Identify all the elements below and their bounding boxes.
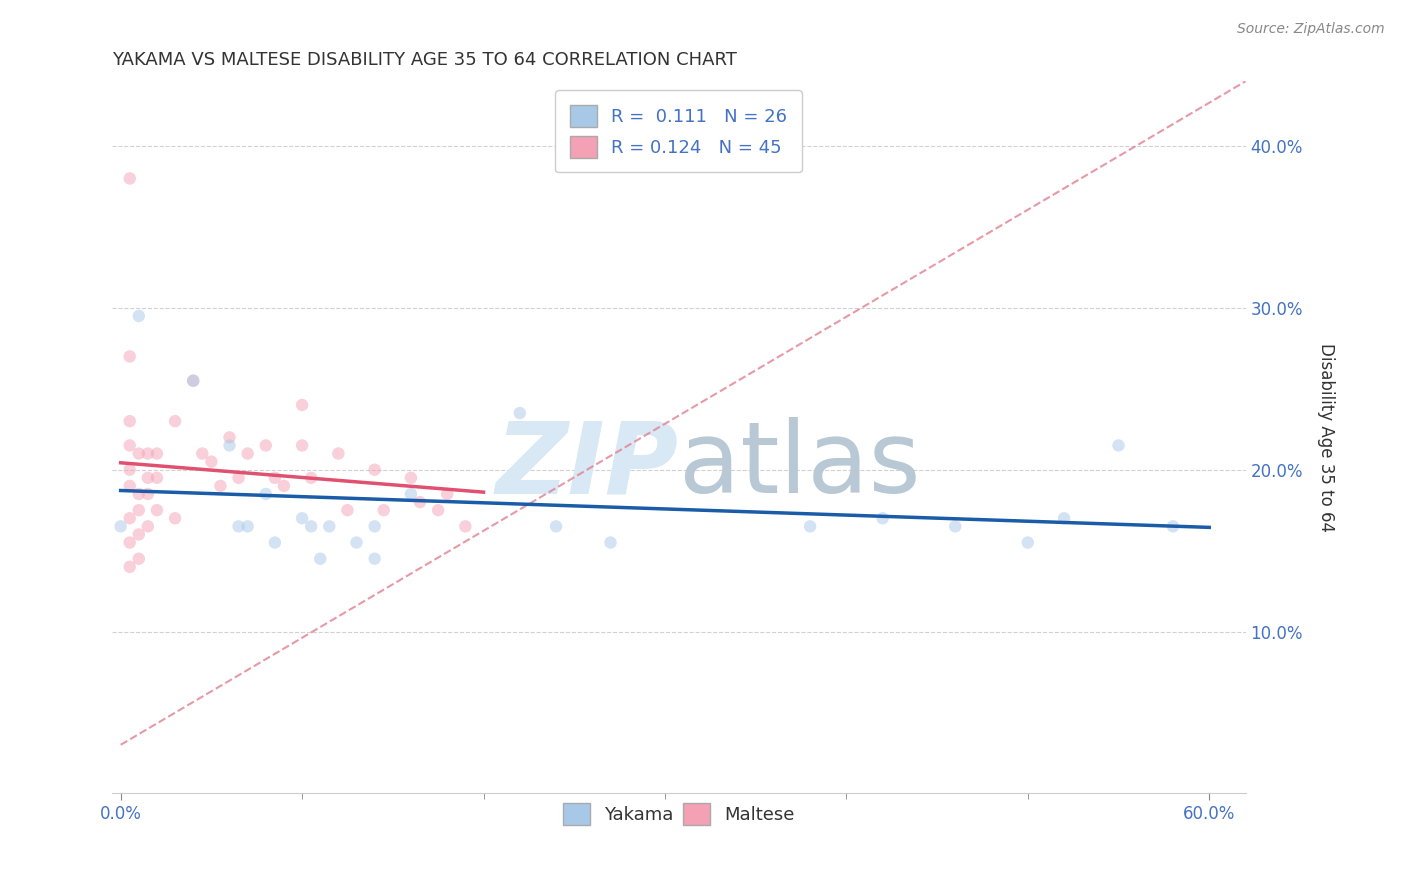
Point xyxy=(228,471,250,485)
Point xyxy=(118,350,141,364)
Point xyxy=(146,471,169,485)
Point xyxy=(346,535,368,549)
Point xyxy=(291,438,314,452)
Point xyxy=(254,438,277,452)
Point xyxy=(454,519,477,533)
Point xyxy=(128,503,150,517)
Point xyxy=(427,503,450,517)
Point xyxy=(399,487,422,501)
Point xyxy=(128,551,150,566)
Point xyxy=(409,495,432,509)
Point xyxy=(128,446,150,460)
Point xyxy=(1053,511,1076,525)
Point xyxy=(146,503,169,517)
Point xyxy=(118,559,141,574)
Point xyxy=(328,446,350,460)
Point xyxy=(118,479,141,493)
Point xyxy=(263,535,285,549)
Point xyxy=(943,519,966,533)
Point xyxy=(363,519,385,533)
Text: ZIP: ZIP xyxy=(495,417,679,515)
Point xyxy=(799,519,821,533)
Point xyxy=(263,471,285,485)
Point xyxy=(118,171,141,186)
Point xyxy=(118,535,141,549)
Point xyxy=(165,414,187,428)
Point xyxy=(118,463,141,477)
Point xyxy=(1017,535,1039,549)
Point xyxy=(436,487,458,501)
Point xyxy=(273,479,295,493)
Point xyxy=(209,479,232,493)
Point xyxy=(146,446,169,460)
Point xyxy=(509,406,531,420)
Point xyxy=(254,487,277,501)
Point xyxy=(363,551,385,566)
Point xyxy=(291,398,314,412)
Text: YAKAMA VS MALTESE DISABILITY AGE 35 TO 64 CORRELATION CHART: YAKAMA VS MALTESE DISABILITY AGE 35 TO 6… xyxy=(111,51,737,69)
Text: Source: ZipAtlas.com: Source: ZipAtlas.com xyxy=(1237,22,1385,37)
Legend: Yakama, Maltese: Yakama, Maltese xyxy=(554,794,803,834)
Point xyxy=(399,471,422,485)
Point xyxy=(236,519,259,533)
Point xyxy=(128,309,150,323)
Point xyxy=(136,519,159,533)
Point xyxy=(165,511,187,525)
Y-axis label: Disability Age 35 to 64: Disability Age 35 to 64 xyxy=(1317,343,1334,532)
Point xyxy=(218,430,240,444)
Point xyxy=(200,455,222,469)
Point xyxy=(128,487,150,501)
Point xyxy=(181,374,204,388)
Point xyxy=(309,551,332,566)
Point xyxy=(136,471,159,485)
Point xyxy=(336,503,359,517)
Point xyxy=(363,463,385,477)
Point xyxy=(136,487,159,501)
Point xyxy=(118,511,141,525)
Point xyxy=(299,519,322,533)
Point xyxy=(373,503,395,517)
Point xyxy=(299,471,322,485)
Point xyxy=(546,519,568,533)
Point xyxy=(599,535,621,549)
Point xyxy=(191,446,214,460)
Point xyxy=(118,414,141,428)
Point xyxy=(1108,438,1130,452)
Point xyxy=(872,511,894,525)
Point xyxy=(318,519,340,533)
Point xyxy=(128,527,150,541)
Point xyxy=(291,511,314,525)
Point xyxy=(136,446,159,460)
Point xyxy=(110,519,132,533)
Text: atlas: atlas xyxy=(679,417,920,515)
Point xyxy=(181,374,204,388)
Point xyxy=(218,438,240,452)
Point xyxy=(118,438,141,452)
Point xyxy=(228,519,250,533)
Point xyxy=(236,446,259,460)
Point xyxy=(1161,519,1184,533)
